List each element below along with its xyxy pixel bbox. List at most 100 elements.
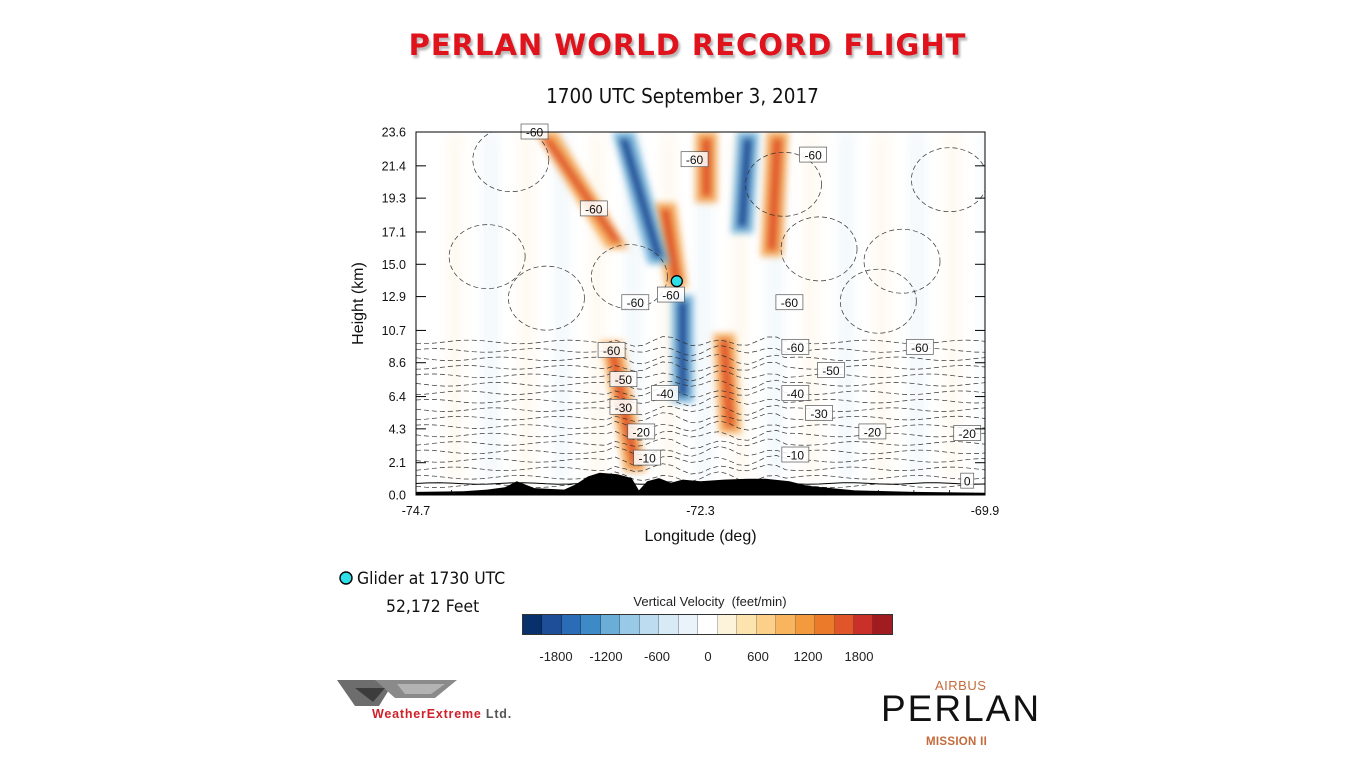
contour-label-text: -40	[787, 387, 805, 401]
band-core	[719, 339, 736, 428]
contour-label-box	[781, 338, 810, 355]
pale-band	[878, 132, 886, 480]
contour-label-box	[953, 425, 982, 441]
colorbar	[522, 614, 893, 635]
contour-label-text: -60	[627, 296, 645, 310]
colorbar-swatch	[542, 615, 562, 634]
contour-label-text: -60	[662, 289, 680, 303]
contour-label-box	[609, 371, 638, 387]
colorbar-swatch	[795, 615, 816, 634]
contour-label: -60	[905, 338, 934, 355]
temperature-contour	[839, 268, 917, 334]
colorbar-swatch	[853, 615, 874, 634]
pale-band	[522, 132, 530, 480]
contour-label-box	[657, 286, 685, 303]
y-tick-label: 6.4	[389, 390, 406, 404]
contour-label-text: -40	[656, 387, 674, 401]
temperature-contours	[416, 132, 985, 492]
colorbar-swatch	[756, 615, 777, 634]
temperature-contour	[416, 471, 985, 482]
contour-label-box	[905, 338, 934, 355]
colorbar-tick-label: 1800	[844, 649, 874, 664]
contour-label: -10	[781, 446, 810, 463]
contour-label-box	[817, 362, 845, 378]
contour-label: -60	[775, 294, 804, 310]
colorbar-tick-label: 600	[747, 649, 769, 664]
contour-label-text: -60	[781, 296, 799, 310]
band-core	[701, 138, 712, 197]
x-axis-label: Longitude (deg)	[644, 528, 756, 545]
contour-label: -10	[633, 449, 662, 466]
velocity-band-down	[730, 132, 759, 234]
y-tick-label: 12.9	[382, 290, 406, 304]
y-tick-label: 2.1	[389, 456, 406, 470]
perlan-airbus-label: AIRBUS	[935, 678, 987, 693]
weatherextreme-name: WeatherExtreme Ltd.	[372, 707, 512, 721]
contour-label: -60	[799, 146, 827, 163]
wx-name-w1: Weather	[372, 707, 427, 721]
temperature-contour	[416, 404, 985, 416]
glider-legend-label: Glider at 1730 UTC	[357, 569, 506, 589]
contour-label-box	[579, 200, 608, 217]
colorbar-swatch	[620, 615, 640, 634]
colorbar-swatch	[581, 615, 601, 634]
page-subtitle: 1700 UTC September 3, 2017	[546, 84, 819, 108]
temperature-contour	[780, 216, 858, 282]
pale-band	[736, 132, 744, 480]
y-tick-label: 15.0	[382, 258, 406, 272]
temperature-contour	[416, 386, 985, 398]
contour-label-text: -60	[686, 153, 704, 167]
contour-label-box	[651, 385, 679, 401]
contour-label: -50	[817, 362, 845, 378]
contour-label-text: -20	[959, 427, 977, 441]
x-tick-label: -74.7	[402, 504, 431, 518]
velocity-band-down	[612, 132, 671, 265]
temperature-contour	[911, 147, 985, 213]
temperature-contour	[416, 361, 985, 372]
band-core	[618, 138, 664, 259]
pale-band	[771, 132, 779, 480]
y-tick-label: 0.0	[389, 489, 406, 503]
glider-altitude-label: 52,172 Feet	[386, 597, 480, 617]
temperature-contour	[416, 370, 985, 382]
temperature-contour	[416, 420, 985, 432]
contour-label: -20	[858, 423, 887, 439]
band-core	[659, 208, 682, 282]
pale-band	[949, 132, 957, 480]
contour-label-box	[597, 342, 626, 358]
colorbar-swatch	[873, 615, 892, 634]
wx-name-w2: Extreme	[426, 707, 482, 721]
contour-label: -60	[597, 342, 626, 358]
contour-label-box	[680, 151, 709, 168]
perlan-mission-label: MISSION II	[926, 736, 988, 748]
terrain-profile	[416, 472, 985, 495]
pale-band	[913, 132, 921, 480]
colorbar-tick-label: 1200	[793, 649, 823, 664]
y-tick-label: 23.6	[382, 126, 406, 140]
temperature-contour	[416, 379, 985, 391]
contour-label-box	[609, 398, 638, 415]
contour-label-box	[799, 146, 827, 163]
contour-label-box	[781, 385, 810, 401]
temperature-contour	[416, 463, 985, 475]
temperature-contour	[416, 445, 985, 457]
pale-band	[842, 132, 850, 480]
colorbar-tick-label: 0	[704, 649, 712, 664]
contour-label-text: -60	[787, 341, 805, 355]
contour-label-text: -50	[615, 373, 633, 387]
velocity-band-up	[713, 333, 742, 434]
colorbar-swatch	[698, 615, 718, 634]
contour-label: -20	[953, 425, 982, 441]
colorbar-swatch	[561, 615, 582, 634]
colorbar-swatch	[737, 615, 757, 634]
contour-label-text: -20	[864, 425, 882, 439]
colorbar-swatch	[639, 615, 660, 634]
velocity-field	[416, 132, 985, 495]
temperature-contour	[416, 437, 985, 449]
colorbar-title: Vertical Velocity (feet/min)	[633, 594, 787, 609]
contour-label: -20	[627, 423, 656, 439]
temperature-contour	[416, 345, 985, 357]
colorbar-swatch	[678, 615, 699, 634]
y-tick-label: 19.3	[382, 192, 406, 206]
band-core	[677, 301, 688, 397]
